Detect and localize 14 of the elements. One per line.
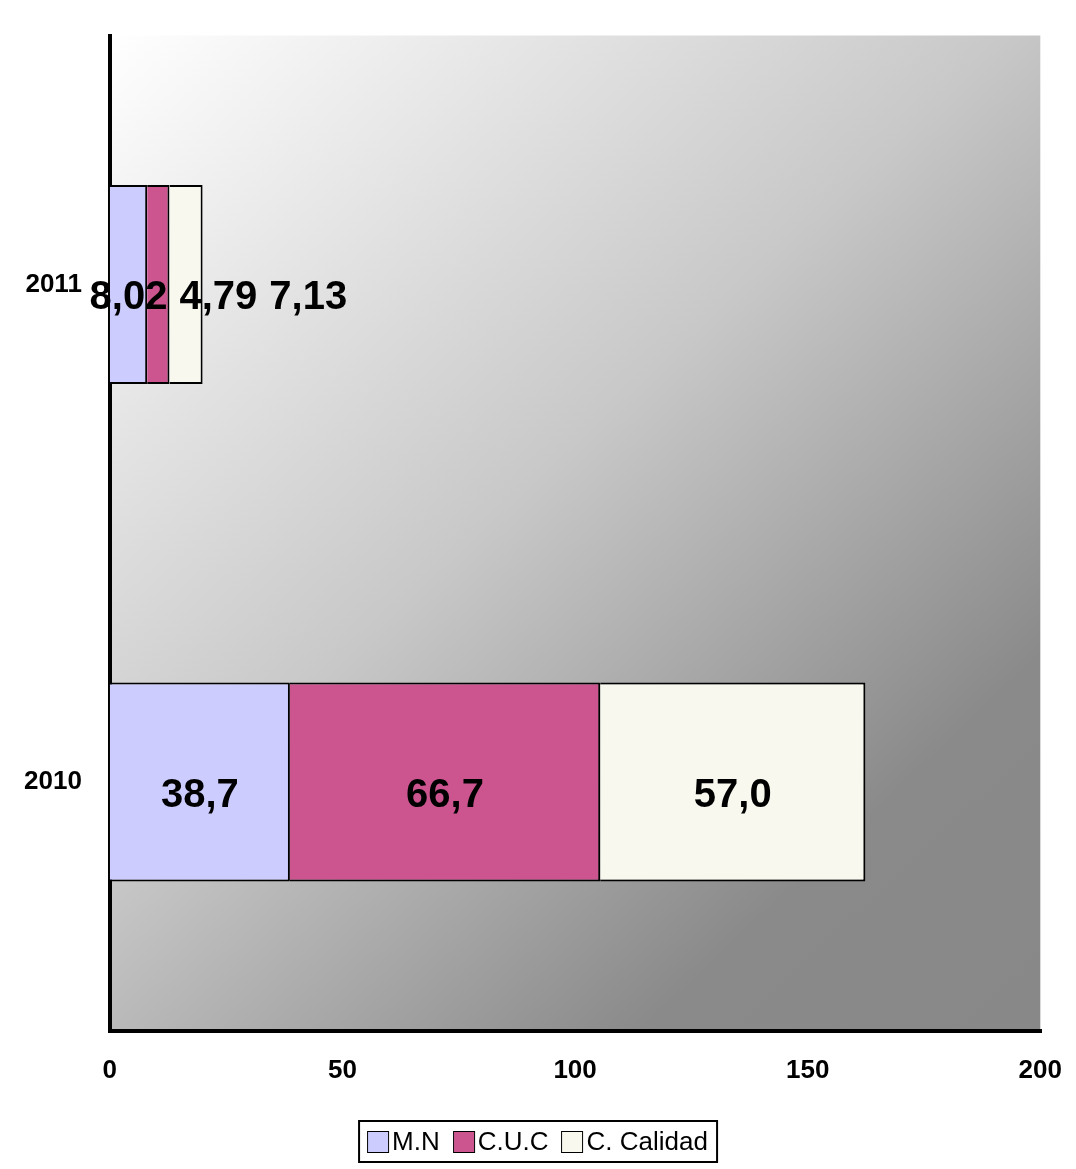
legend-label: C.U.C: [477, 1126, 549, 1157]
legend-label: M.N: [392, 1126, 440, 1157]
data-label: 57,0: [693, 771, 772, 816]
x-tick-label: 0: [102, 1053, 118, 1084]
x-tick-label: 150: [786, 1053, 830, 1084]
x-tick-label: 50: [328, 1053, 357, 1084]
x-tick-label: 200: [1018, 1053, 1063, 1084]
y-tick-label: 2010: [24, 765, 82, 796]
data-label: 66,7: [406, 771, 484, 816]
data-label: 38,7: [160, 771, 239, 816]
data-label: 7,13: [269, 273, 348, 318]
x-tick-label: 100: [553, 1053, 597, 1084]
legend-label: C. Calidad: [586, 1126, 708, 1157]
y-tick-label: 2011: [25, 267, 82, 298]
